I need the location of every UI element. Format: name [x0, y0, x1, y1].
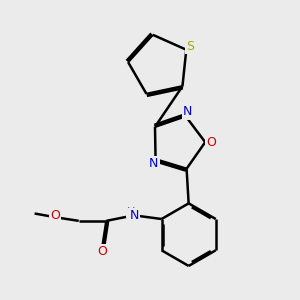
Text: H: H — [127, 207, 135, 218]
Text: S: S — [186, 40, 194, 52]
Text: O: O — [98, 245, 108, 258]
Text: N: N — [129, 209, 139, 222]
Text: N: N — [149, 157, 158, 170]
Text: N: N — [183, 105, 192, 118]
Text: O: O — [50, 209, 60, 222]
Text: O: O — [206, 136, 216, 149]
